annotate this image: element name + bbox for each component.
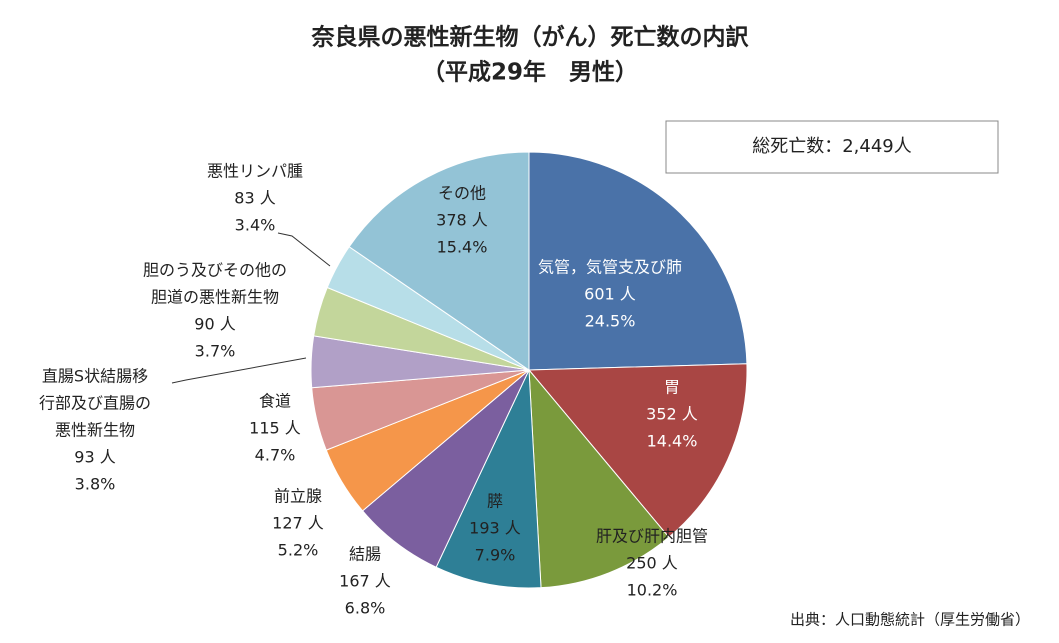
slice-percent-label: 3.7%: [195, 342, 236, 361]
pie-slice: [528, 368, 670, 589]
slice-value-label: 193 人: [469, 519, 521, 538]
slice-percent-label: 5.2%: [278, 541, 319, 560]
slice-category-label: 悪性リンパ腫: [207, 162, 303, 181]
slice-value-label: 115 人: [249, 419, 301, 438]
slice-value-label: 601 人: [584, 285, 636, 304]
slice-percent-label: 24.5%: [585, 312, 636, 331]
slice-value-label: 352 人: [646, 405, 698, 424]
total-text: 総死亡数：2,449人: [752, 136, 912, 157]
pie-slice: [348, 151, 530, 371]
slice-category-label: 行部及び直腸の: [39, 394, 151, 413]
slice-category-label: その他: [438, 184, 486, 203]
slice-category-label: 結腸: [349, 545, 381, 564]
slice-percent-label: 15.4%: [437, 238, 488, 257]
slice-category-label: 気管，気管支及び肺: [538, 258, 682, 277]
slice-category-label: 肝及び肝内胆管: [596, 527, 708, 546]
slice-category-label: 食道: [259, 392, 291, 411]
pie-slice: [435, 369, 542, 589]
pie-slice: [527, 363, 748, 538]
slice-percent-label: 7.9%: [475, 546, 516, 565]
slice-value-label: 127 人: [272, 514, 324, 533]
slice-value-label: 167 人: [339, 572, 391, 591]
pie-slice: [528, 151, 748, 371]
slice-value-label: 90 人: [194, 315, 235, 334]
slice-percent-label: 3.8%: [75, 475, 116, 494]
chart-subtitle: （平成29年 男性）: [422, 59, 638, 86]
slice-value-label: 378 人: [436, 211, 488, 230]
slice-category-label: 膵: [487, 492, 503, 511]
slice-percent-label: 10.2%: [627, 581, 678, 600]
leader-line: [171, 357, 307, 384]
slice-category-label: 前立腺: [274, 487, 322, 506]
slice-percent-label: 4.7%: [255, 446, 296, 465]
slice-category-label: 悪性新生物: [55, 421, 135, 440]
slice-category-label: 胆道の悪性新生物: [151, 288, 279, 307]
slice-percent-label: 3.4%: [235, 216, 276, 235]
slice-value-label: 83 人: [234, 189, 275, 208]
chart-title: 奈良県の悪性新生物（がん）死亡数の内訳: [311, 24, 750, 51]
slice-category-label: 胆のう及びその他の: [143, 261, 287, 280]
leader-line: [277, 232, 331, 267]
source: 出典：人口動態統計（厚生労働省）: [790, 611, 1030, 629]
slice-value-label: 93 人: [74, 448, 115, 467]
slice-percent-label: 6.8%: [345, 599, 386, 618]
total-box: [665, 120, 999, 174]
slice-category-label: 胃: [664, 378, 680, 397]
slice-value-label: 250 人: [626, 554, 678, 573]
slice-category-label: 直腸S状結腸移: [42, 367, 148, 386]
slice-percent-label: 14.4%: [647, 432, 698, 451]
